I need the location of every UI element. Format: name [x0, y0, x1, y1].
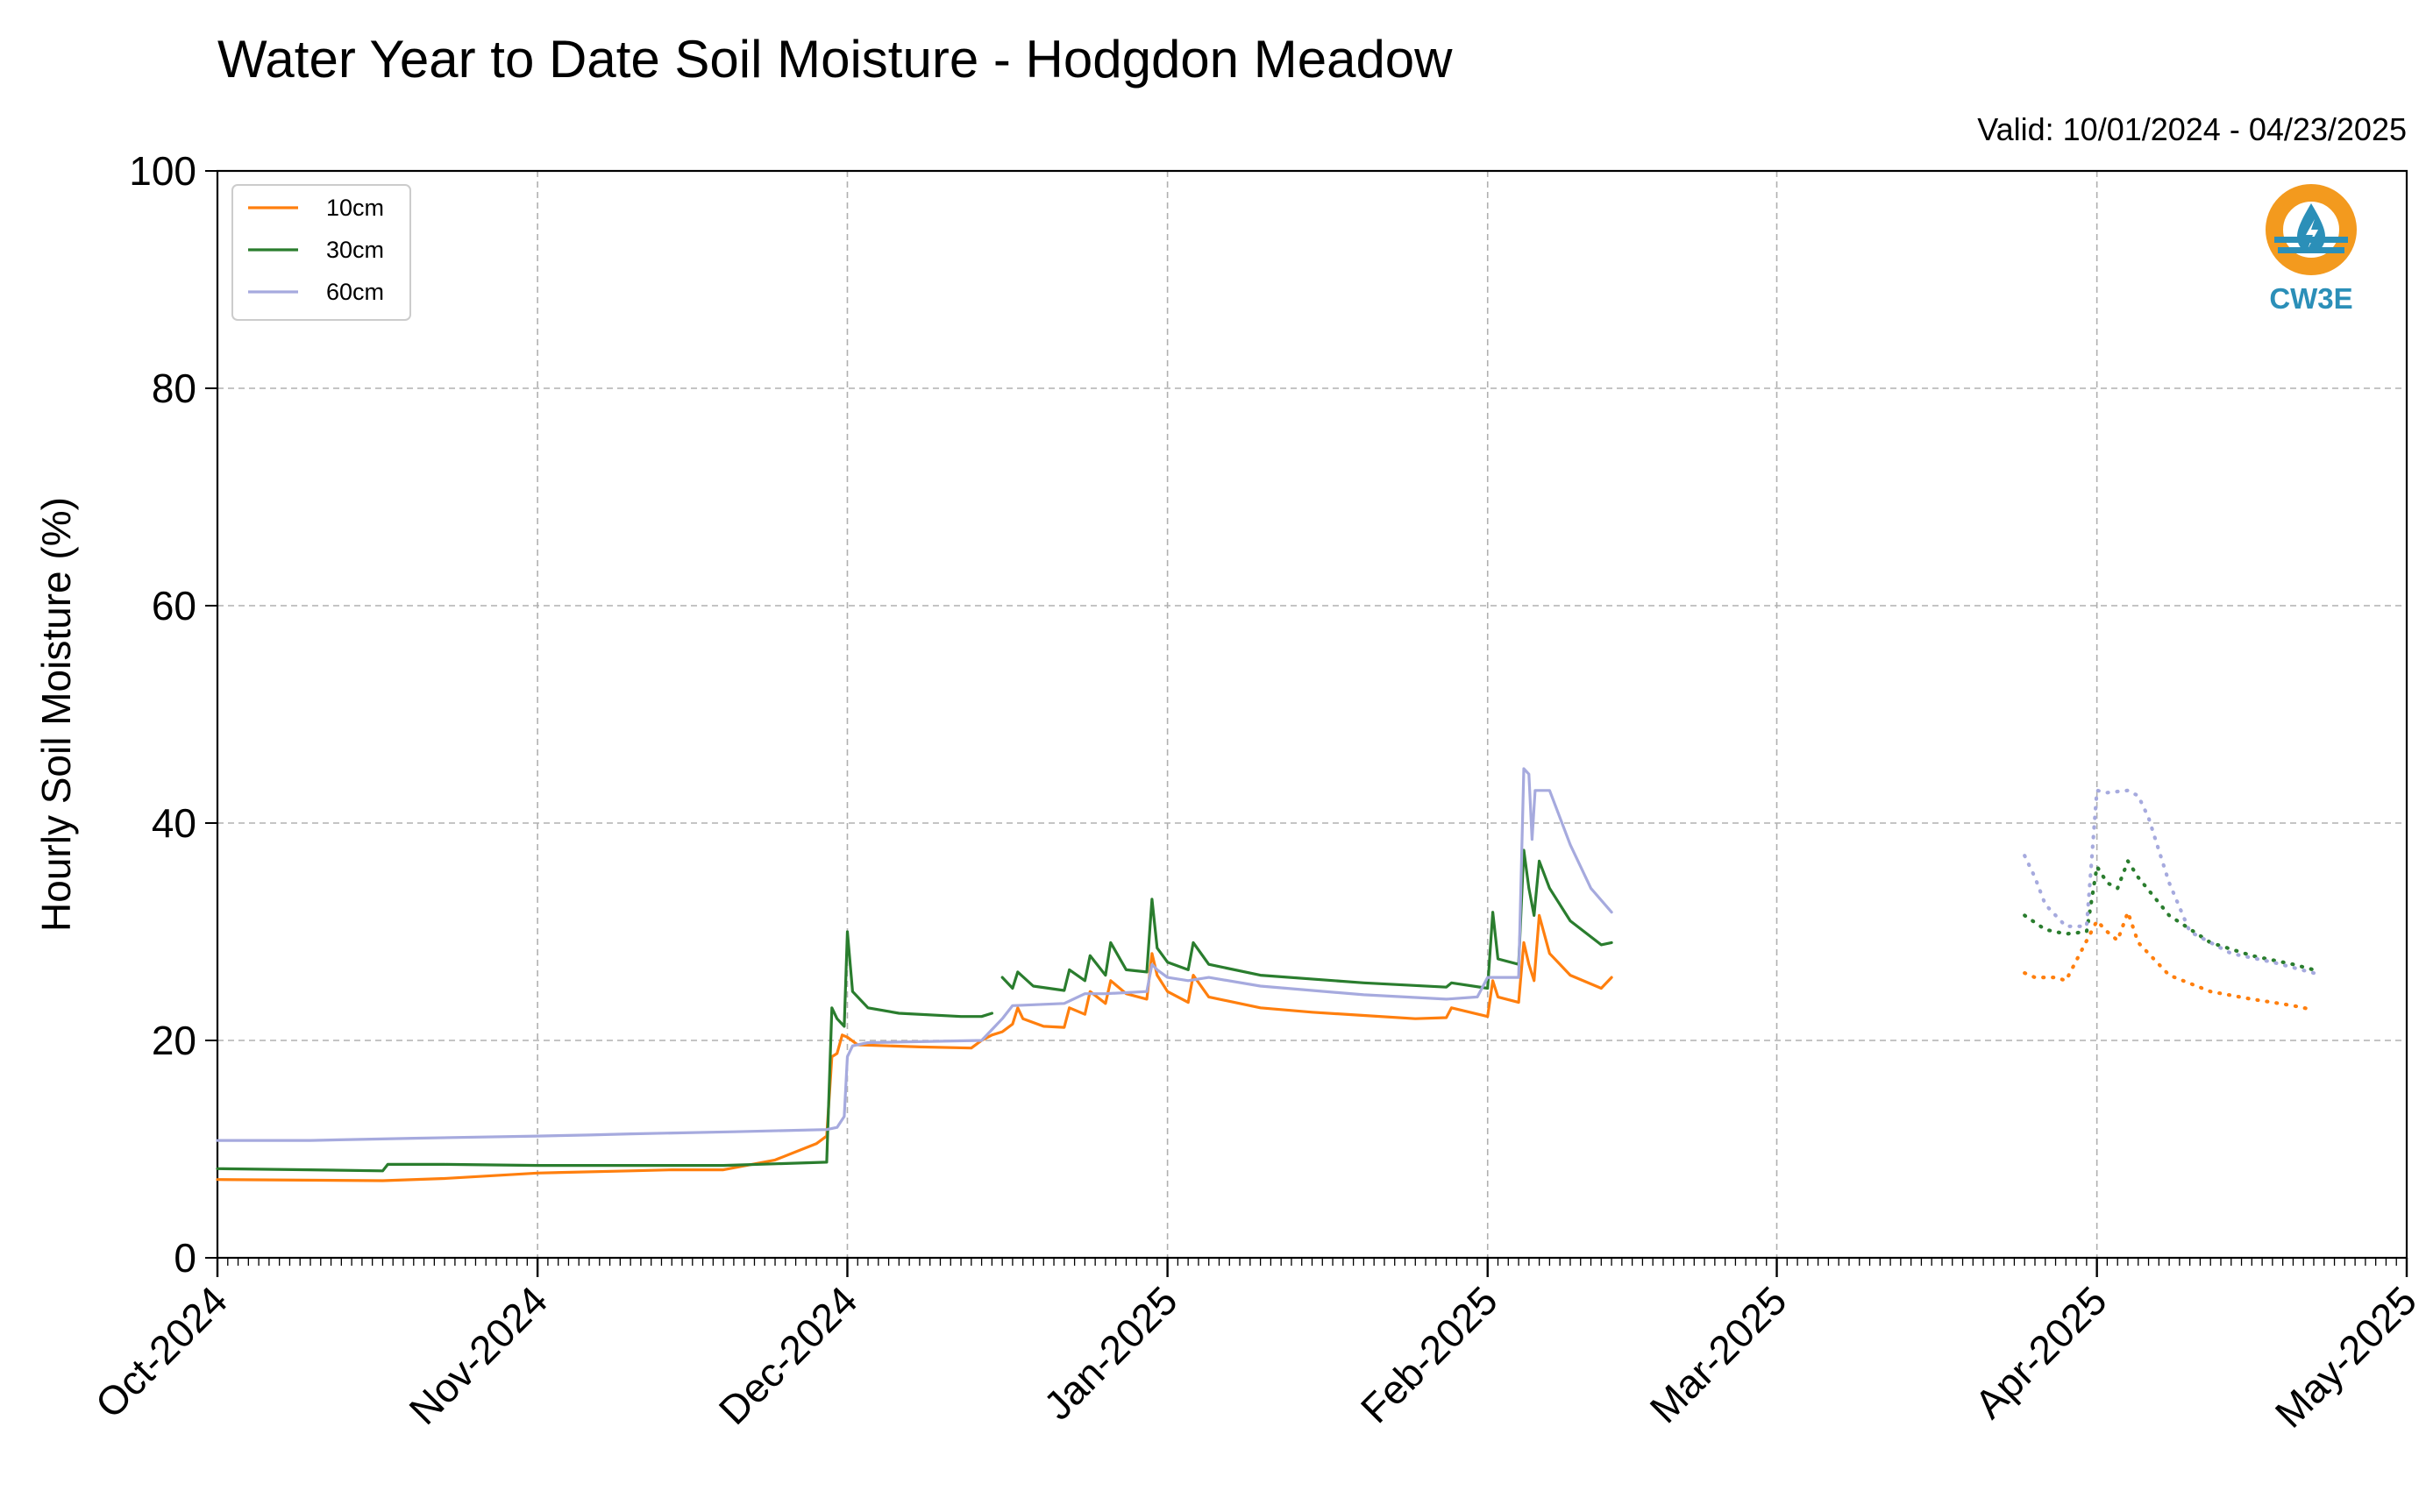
logo-ring-icon — [2266, 184, 2357, 275]
x-tick-label: Apr-2025 — [1966, 1277, 2116, 1427]
y-tick-label: 20 — [152, 1018, 196, 1063]
series-line-30cm — [1000, 848, 1613, 992]
series-line-30cm-dotted — [2023, 859, 2316, 972]
y-tick-label: 40 — [152, 800, 196, 846]
plot-area-frame — [216, 169, 2408, 1260]
y-tick-label: 80 — [152, 366, 196, 411]
y-tick-label: 60 — [152, 583, 196, 628]
legend: 10cm 30cm 60cm — [231, 184, 411, 321]
logo-wave-1-icon — [2274, 237, 2348, 243]
chart-title: Water Year to Date Soil Moisture - Hodgd… — [217, 30, 1453, 89]
x-tick-label: Jan-2025 — [1035, 1277, 1185, 1428]
series-layer — [216, 767, 2316, 1182]
series-line-10cm-dotted — [2023, 910, 2316, 1012]
x-minor-ticks — [217, 1258, 2408, 1266]
grid-lines — [217, 170, 2408, 1259]
y-tick-label: 100 — [129, 148, 196, 194]
lightning-icon — [2306, 219, 2318, 249]
legend-label-60cm: 60cm — [326, 279, 384, 305]
legend-label-30cm: 30cm — [326, 237, 384, 263]
x-tick-label: Feb-2025 — [1352, 1277, 1506, 1431]
y-tick-label: 0 — [174, 1235, 196, 1281]
x-tick-label: Oct-2024 — [87, 1277, 237, 1427]
series-line-10cm — [216, 913, 1613, 1182]
x-tick-label: Dec-2024 — [710, 1277, 866, 1433]
x-tick-label: May-2025 — [2266, 1277, 2425, 1436]
y-axis-label: Hourly Soil Moisture (%) — [33, 497, 79, 932]
cw3e-logo: CW3E — [2266, 184, 2357, 315]
series-line-30cm — [216, 930, 993, 1173]
series-line-60cm — [216, 767, 1613, 1142]
y-axis: 0 20 40 60 80 100 — [129, 148, 217, 1281]
x-axis: Oct-2024 Nov-2024 Dec-2024 Jan-2025 Feb-2025… — [87, 1258, 2425, 1437]
legend-box — [231, 184, 411, 321]
legend-label-10cm: 10cm — [326, 195, 384, 221]
valid-date-range: Valid: 10/01/2024 - 04/23/2025 — [1977, 111, 2407, 147]
logo-text: CW3E — [2269, 282, 2352, 315]
logo-wave-2-icon — [2278, 247, 2344, 253]
series-line-60cm-dotted — [2023, 788, 2316, 976]
x-tick-label: Mar-2025 — [1641, 1277, 1796, 1431]
x-tick-label: Nov-2024 — [400, 1277, 556, 1433]
